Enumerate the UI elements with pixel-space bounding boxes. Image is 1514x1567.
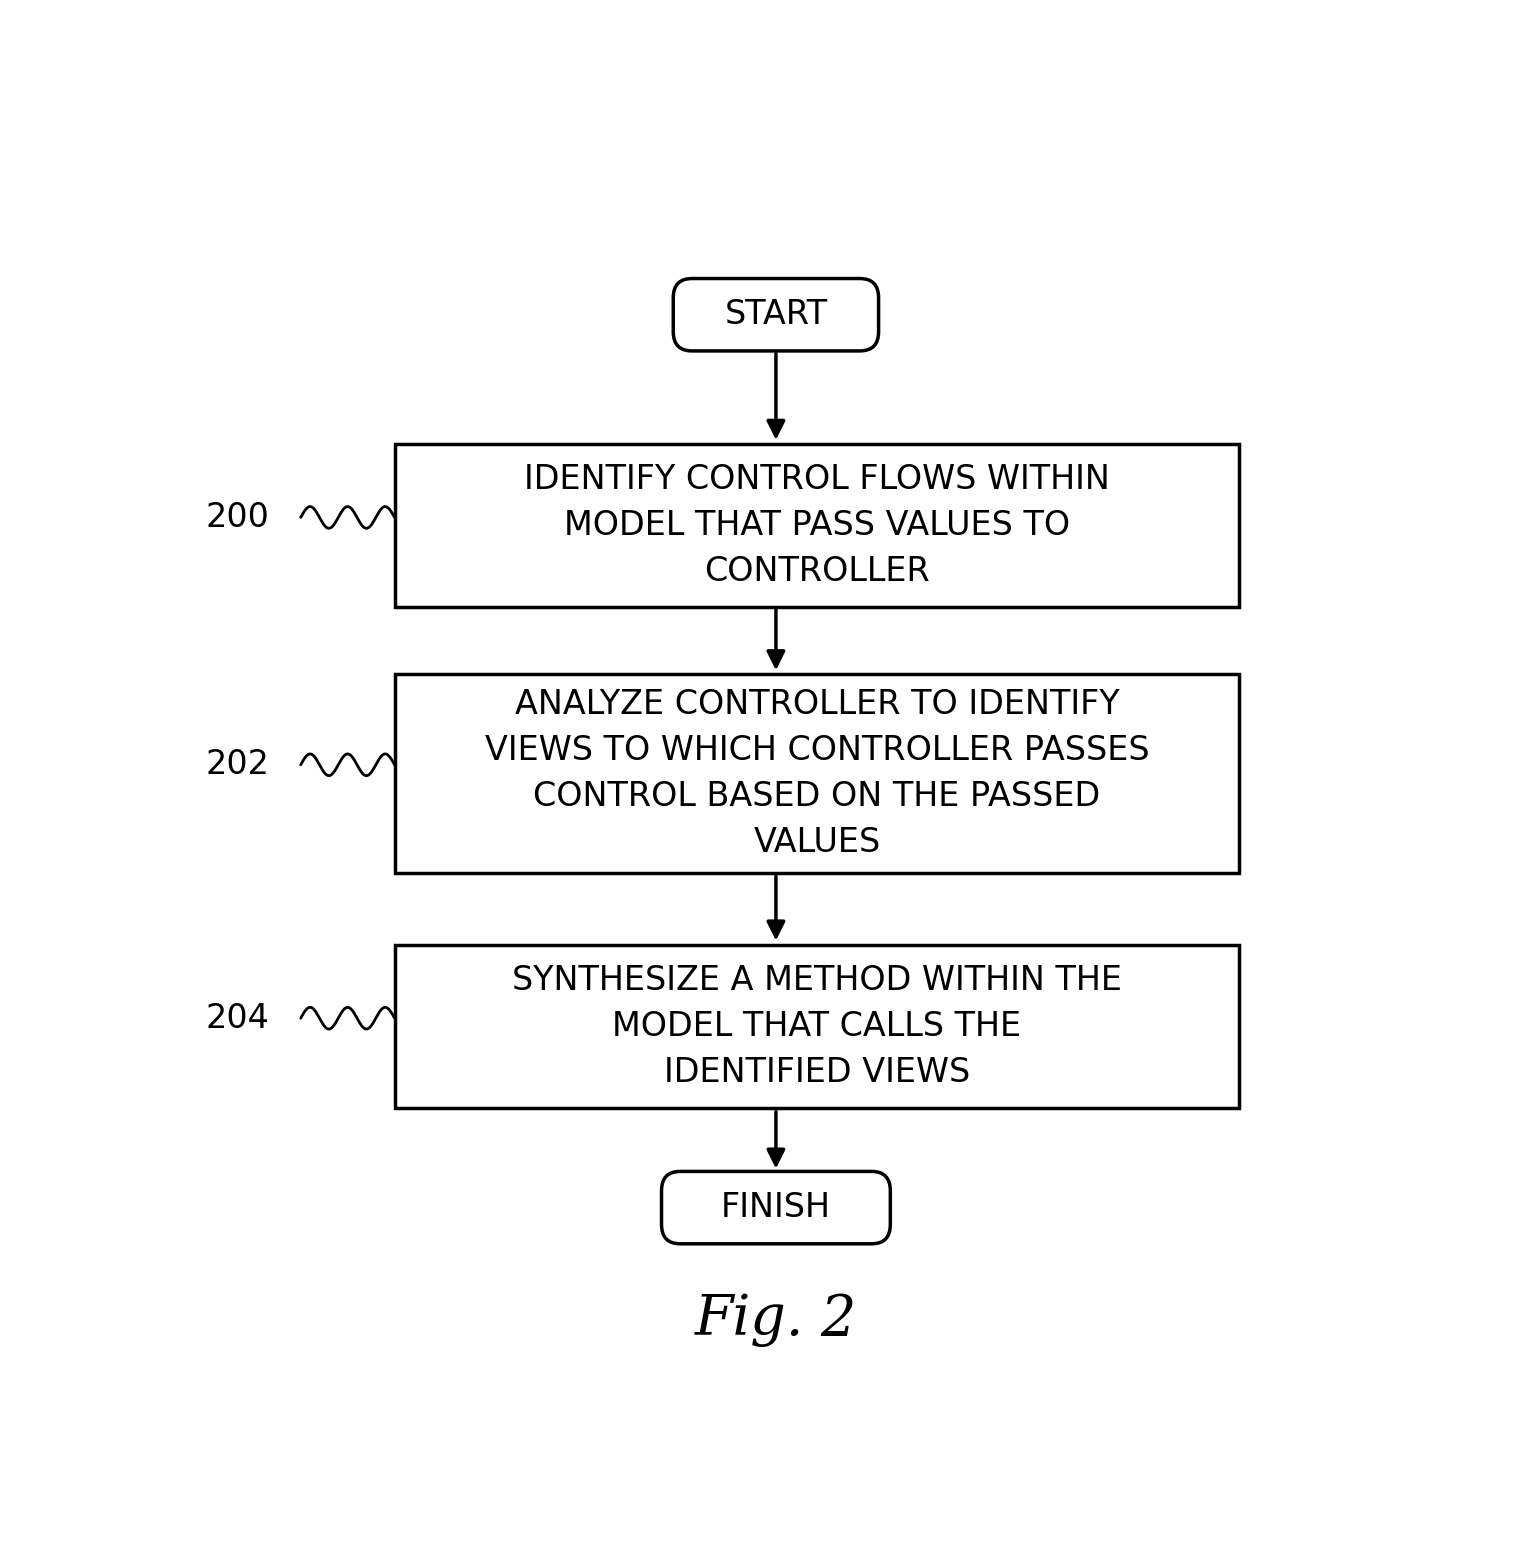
- Text: SYNTHESIZE A METHOD WITHIN THE
MODEL THAT CALLS THE
IDENTIFIED VIEWS: SYNTHESIZE A METHOD WITHIN THE MODEL THA…: [512, 964, 1122, 1089]
- Text: 200: 200: [206, 501, 269, 534]
- Bar: [395, 674, 1240, 873]
- Text: ANALYZE CONTROLLER TO IDENTIFY
VIEWS TO WHICH CONTROLLER PASSES
CONTROL BASED ON: ANALYZE CONTROLLER TO IDENTIFY VIEWS TO …: [484, 688, 1149, 859]
- Text: START: START: [724, 298, 828, 331]
- FancyBboxPatch shape: [662, 1172, 890, 1244]
- Text: Fig. 2: Fig. 2: [695, 1293, 857, 1348]
- Bar: [395, 945, 1240, 1108]
- Text: IDENTIFY CONTROL FLOWS WITHIN
MODEL THAT PASS VALUES TO
CONTROLLER: IDENTIFY CONTROL FLOWS WITHIN MODEL THAT…: [524, 464, 1110, 588]
- Text: FINISH: FINISH: [721, 1191, 831, 1224]
- Bar: [395, 445, 1240, 608]
- FancyBboxPatch shape: [674, 279, 878, 351]
- Text: 204: 204: [206, 1001, 269, 1034]
- Text: 202: 202: [204, 749, 269, 782]
